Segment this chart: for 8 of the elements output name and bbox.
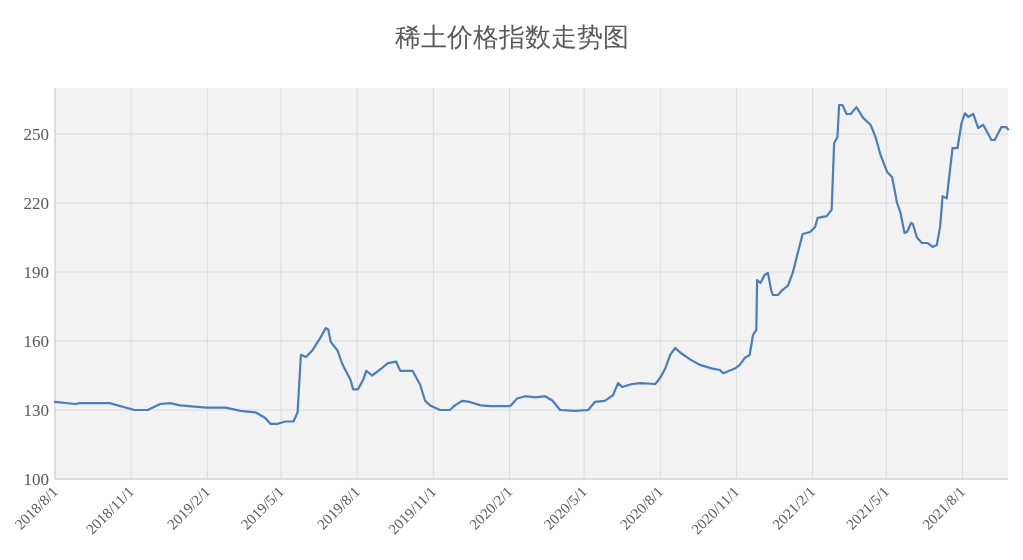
y-tick-label: 130 [23, 400, 49, 420]
y-tick-label: 220 [23, 193, 49, 213]
y-tick-label: 160 [23, 331, 49, 351]
y-tick-label: 250 [23, 124, 49, 144]
y-tick-label: 190 [23, 262, 49, 282]
line-series [53, 103, 1010, 425]
chart-title: 稀土价格指数走势图 [394, 23, 629, 52]
y-tick-label: 100 [23, 469, 49, 489]
